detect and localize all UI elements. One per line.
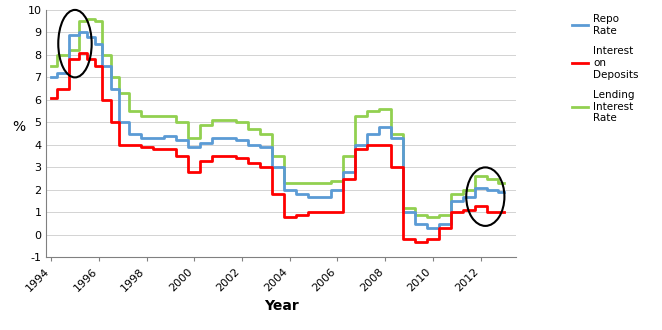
X-axis label: Year: Year bbox=[264, 299, 299, 313]
Legend: Repo
Rate, Interest
on
Deposits, Lending
Interest
Rate: Repo Rate, Interest on Deposits, Lending… bbox=[568, 10, 643, 127]
Y-axis label: %: % bbox=[13, 120, 26, 134]
